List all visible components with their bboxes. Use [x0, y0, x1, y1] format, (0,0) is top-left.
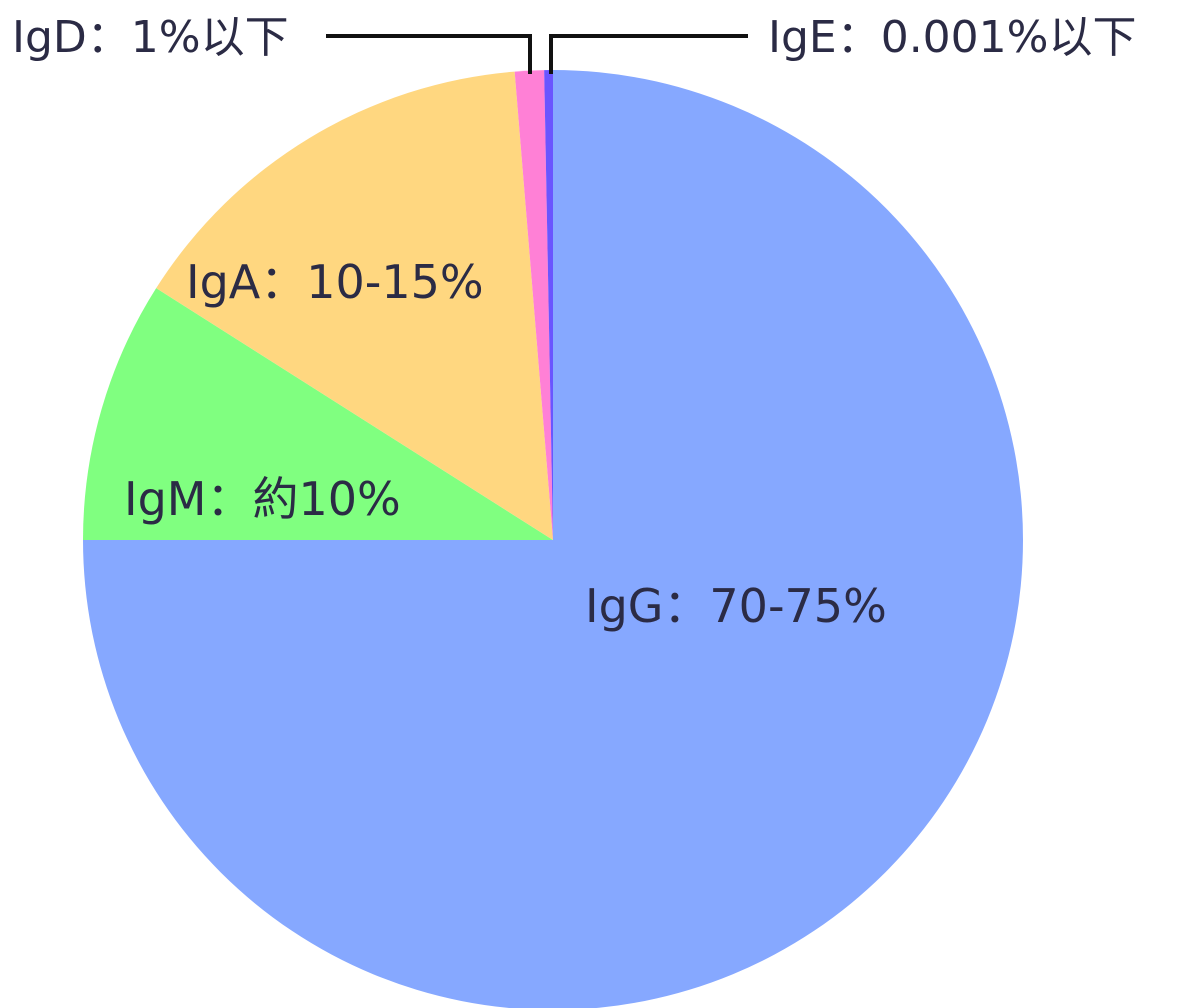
pie-slice-igd — [514, 70, 553, 540]
pie-slice-igm — [83, 288, 553, 540]
label-iga: IgA：10-15% — [186, 255, 484, 309]
label-igd: IgD：1%以下 — [12, 12, 289, 63]
pie-slice-iga — [156, 71, 553, 540]
label-ige: IgE：0.001%以下 — [768, 12, 1136, 63]
label-igm: IgM：約10% — [124, 472, 401, 526]
leader-line-ige — [549, 34, 748, 74]
pie-slice-ige — [544, 70, 553, 540]
leader-line-igd — [326, 34, 532, 74]
label-igg: IgG：70-75% — [585, 579, 887, 633]
